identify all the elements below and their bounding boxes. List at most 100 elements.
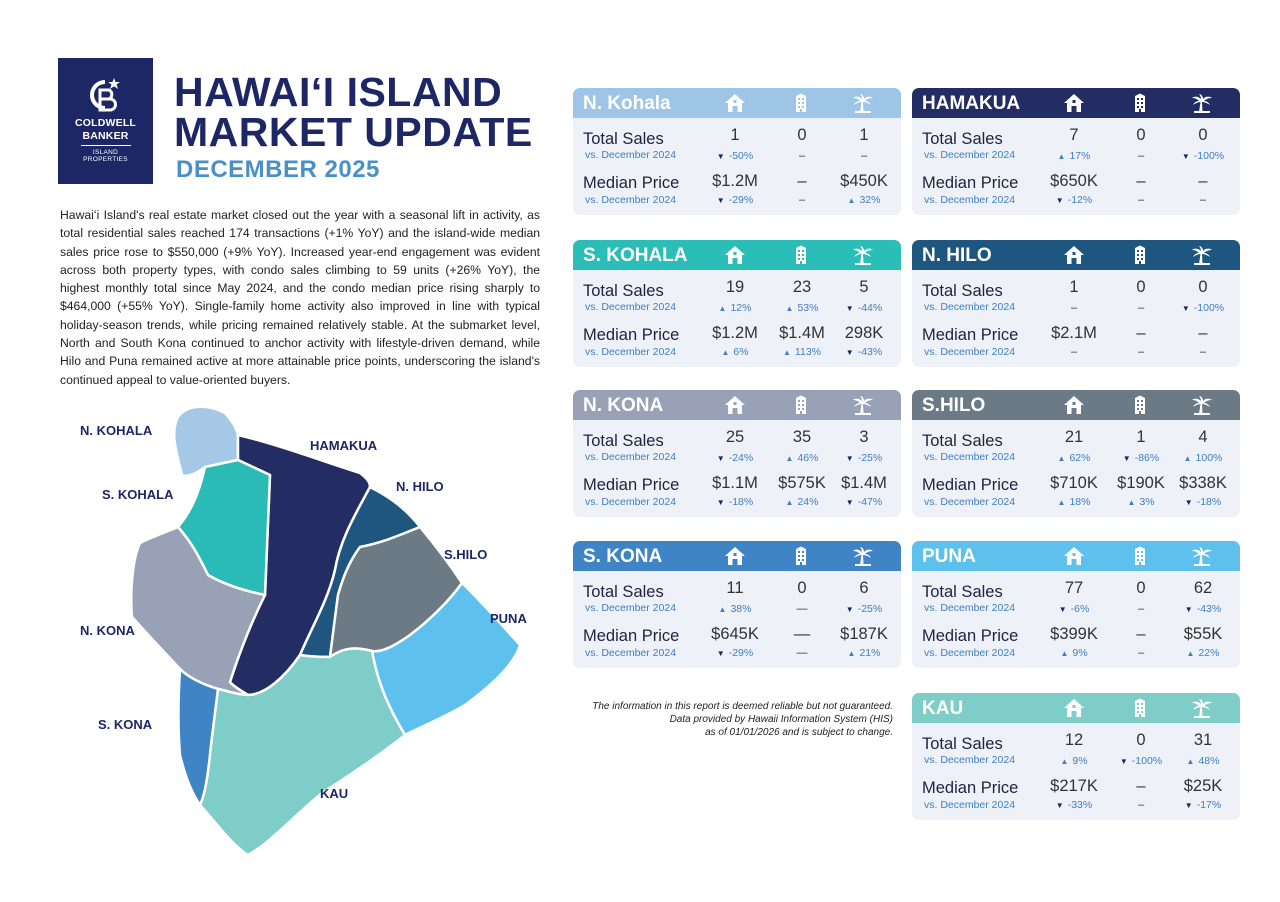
- map-label-s-kona: S. KONA: [98, 717, 153, 732]
- intro-paragraph: Hawaiʻi Island's real estate market clos…: [60, 208, 540, 387]
- up-arrow-icon: ▲: [1057, 498, 1066, 507]
- change-text: -47%: [857, 496, 883, 508]
- cb-monogram-icon: [89, 78, 120, 112]
- price-change-land: ▼ -18%: [1163, 496, 1240, 508]
- card-title: PUNA: [922, 546, 976, 567]
- change-text: 24%: [797, 496, 819, 508]
- change-text: –: [1137, 346, 1145, 358]
- median-price-label: Median Price: [922, 627, 1019, 645]
- median-price-label: Median Price: [583, 476, 680, 494]
- price-change-condo: –: [762, 194, 842, 206]
- price-value-land: $450K: [840, 172, 888, 190]
- palm-tree-icon: [1191, 698, 1213, 718]
- total-sales-label: Total Sales: [583, 130, 664, 148]
- price-value-home: $2.1M: [1051, 324, 1097, 342]
- sales-value-condo: 35: [792, 428, 812, 446]
- down-arrow-icon: ▼: [1181, 304, 1190, 313]
- house-icon: [724, 93, 746, 113]
- map-label-kau: KAU: [320, 786, 348, 801]
- up-arrow-icon: ▲: [847, 196, 856, 205]
- price-value-condo: –: [1136, 777, 1146, 795]
- sales-change-land: –: [824, 150, 901, 162]
- house-icon: [1063, 698, 1085, 718]
- price-value-home: $1.2M: [712, 324, 758, 342]
- up-arrow-icon: ▲: [1186, 649, 1195, 658]
- change-text: -29%: [728, 647, 754, 659]
- change-text: –: [1070, 302, 1078, 314]
- sales-change-condo: ▼ -86%: [1101, 452, 1181, 464]
- sales-value-home: 11: [726, 579, 744, 597]
- change-text: -44%: [857, 302, 883, 314]
- sales-change-land: ▼ -44%: [824, 302, 901, 314]
- change-text: –: [1137, 194, 1145, 206]
- sales-value-land: 0: [1198, 126, 1208, 144]
- sales-change-condo: –: [762, 150, 842, 162]
- house-icon: [1063, 93, 1085, 113]
- change-text: 100%: [1195, 452, 1223, 464]
- total-sales-label: Total Sales: [583, 583, 664, 601]
- map-label-n-kona: N. KONA: [80, 623, 136, 638]
- sales-change-land: ▲ 100%: [1163, 452, 1240, 464]
- building-icon: [1129, 698, 1151, 718]
- vs-label: vs. December 2024: [924, 194, 1016, 206]
- house-icon: [1063, 245, 1085, 265]
- sales-value-home: 19: [725, 278, 745, 296]
- sales-change-home: ▼ -6%: [1034, 603, 1114, 615]
- vs-label: vs. December 2024: [585, 194, 677, 206]
- palm-tree-icon: [1191, 245, 1213, 265]
- card-title: HAMAKUA: [922, 93, 1021, 114]
- total-sales-label: Total Sales: [922, 130, 1003, 148]
- median-price-label: Median Price: [922, 476, 1019, 494]
- price-change-land: ▼ -17%: [1163, 799, 1240, 811]
- change-text: –: [1199, 346, 1207, 358]
- price-change-condo: –: [1101, 647, 1181, 659]
- card-header: N. Kohala: [573, 88, 901, 118]
- change-text: -24%: [728, 452, 754, 464]
- vs-label: vs. December 2024: [924, 754, 1016, 766]
- sales-value-home: 77: [1064, 579, 1084, 597]
- disclaimer-line-3: as of 01/01/2026 and is subject to chang…: [705, 727, 893, 738]
- price-value-land: –: [1198, 324, 1208, 342]
- change-text: -29%: [728, 194, 754, 206]
- sales-value-condo: 0: [1136, 278, 1146, 296]
- card-header: N. HILO: [912, 240, 1240, 270]
- change-text: -18%: [1196, 496, 1222, 508]
- change-text: –: [798, 150, 806, 162]
- price-change-land: ▼ -43%: [824, 346, 901, 358]
- total-sales-label: Total Sales: [922, 432, 1003, 450]
- down-arrow-icon: ▼: [716, 649, 725, 658]
- vs-label: vs. December 2024: [585, 346, 677, 358]
- market-card-n-kohala: N. Kohala Total Sales vs. December 2024 Med…: [573, 88, 901, 215]
- brand-line-3: ISLAND: [92, 149, 119, 156]
- price-change-land: ▲ 22%: [1163, 647, 1240, 659]
- sales-change-land: ▼ -25%: [824, 452, 901, 464]
- price-change-home: ▼ -29%: [695, 647, 775, 659]
- vs-label: vs. December 2024: [585, 451, 677, 463]
- change-text: 62%: [1069, 452, 1091, 464]
- sales-value-land: 4: [1198, 428, 1208, 446]
- sales-change-condo: —: [762, 603, 842, 615]
- change-text: –: [1137, 647, 1145, 659]
- building-icon: [790, 245, 812, 265]
- vs-label: vs. December 2024: [924, 647, 1016, 659]
- up-arrow-icon: ▲: [1057, 152, 1066, 161]
- down-arrow-icon: ▼: [1184, 605, 1193, 614]
- change-text: –: [1070, 346, 1078, 358]
- sales-change-condo: ▲ 53%: [762, 302, 842, 314]
- market-card-n-kona: N. KONA Total Sales vs. December 2024 Media…: [573, 390, 901, 517]
- price-change-home: ▼ -18%: [695, 496, 775, 508]
- price-value-condo: $190K: [1117, 474, 1165, 492]
- sales-change-condo: ▼ -100%: [1101, 755, 1181, 767]
- sales-change-home: ▼ -50%: [695, 150, 775, 162]
- up-arrow-icon: ▲: [718, 605, 727, 614]
- vs-label: vs. December 2024: [924, 451, 1016, 463]
- change-text: –: [1137, 150, 1145, 162]
- title-line-2: MARKET UPDATE: [174, 109, 533, 155]
- change-text: -17%: [1196, 799, 1222, 811]
- down-arrow-icon: ▼: [716, 454, 725, 463]
- price-value-home: $399K: [1050, 625, 1098, 643]
- change-text: 6%: [733, 346, 749, 358]
- price-value-land: 298K: [844, 324, 884, 342]
- sales-value-land: 31: [1193, 731, 1213, 749]
- market-card-hamakua: HAMAKUA Total Sales vs. December 2024 Media…: [912, 88, 1240, 215]
